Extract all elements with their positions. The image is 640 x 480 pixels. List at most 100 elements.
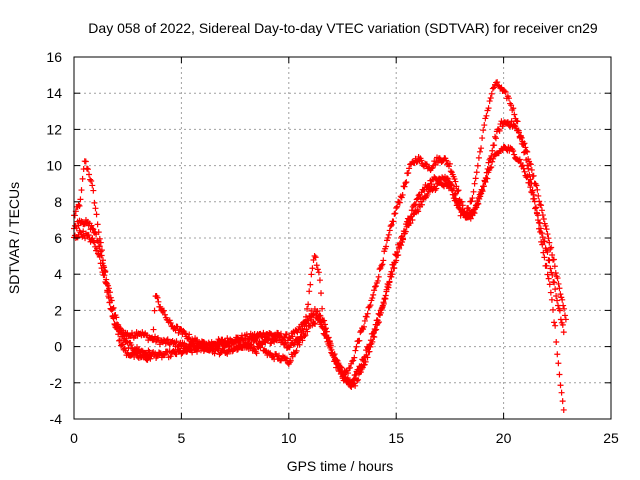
data-point [446,160,453,167]
data-point [97,239,104,246]
data-point [111,320,118,327]
data-point [152,333,159,340]
data-point [559,398,566,405]
data-point [336,366,343,373]
data-point [546,239,553,246]
data-point [538,230,545,237]
data-point [391,259,398,266]
data-point [361,361,368,368]
x-axis: 0 5 10 15 20 25 [70,57,619,446]
data-point [157,303,164,310]
data-point [484,175,491,182]
data-point [98,265,105,272]
x-axis-title: GPS time / hours [287,458,394,474]
data-point [494,79,501,86]
data-point [486,98,493,105]
data-point [549,251,556,258]
data-point [315,269,322,276]
data-point [390,218,397,225]
data-point [483,112,490,119]
data-point [519,162,526,169]
data-point [323,335,330,342]
data-point [485,159,492,166]
data-point [561,312,568,319]
data-point [511,151,518,158]
data-point [479,188,486,195]
data-point [473,169,480,176]
data-point [520,141,527,148]
data-point [372,283,379,290]
data-point [523,148,530,155]
data-point [551,319,558,326]
data-point [470,209,477,216]
data-point [105,294,112,301]
data-point [253,350,260,357]
data-point [113,324,120,331]
data-point [555,360,562,367]
data-point [375,320,382,327]
data-point [91,239,98,246]
data-point [396,244,403,251]
data-point [393,204,400,211]
data-point [545,235,552,242]
data-point [547,265,554,272]
data-point [369,295,376,302]
data-point [502,89,509,96]
data-point [424,191,431,198]
data-point [543,262,550,269]
data-point [521,168,528,175]
data-point [259,341,266,348]
data-point [345,370,352,377]
data-point [312,254,319,261]
data-point [550,306,557,313]
data-point [522,144,529,151]
data-point [166,317,173,324]
data-point [154,294,161,301]
data-point [348,360,355,367]
data-point [536,220,543,227]
data-point [350,357,357,364]
data-point [379,261,386,268]
data-point [94,221,101,228]
data-point [401,183,408,190]
data-point [544,231,551,238]
data-point [194,336,201,343]
data-point [488,164,495,171]
data-point [376,319,383,326]
data-point [399,235,406,242]
data-point [552,322,559,329]
y-tick-label: 6 [54,230,62,246]
data-point [448,186,455,193]
data-point [541,254,548,261]
data-point [552,286,559,293]
data-point [89,225,96,232]
data-point [539,234,546,241]
data-point [535,192,542,199]
data-point [407,220,414,227]
data-point [418,157,425,164]
data-point [103,279,110,286]
y-tick-label: 10 [46,158,62,174]
data-point [376,266,383,273]
data-point [559,321,566,328]
data-point [501,88,508,95]
data-point [116,337,123,344]
data-point [87,176,94,183]
data-point [557,291,564,298]
data-point [551,279,558,286]
data-point [415,208,422,215]
data-point [113,314,120,321]
data-point [309,265,316,272]
data-point [533,182,540,189]
data-point [529,189,536,196]
data-point [320,317,327,324]
data-point [79,175,86,182]
data-point [470,188,477,195]
data-point [282,339,289,346]
data-point [478,145,485,152]
data-point [97,260,104,267]
data-point [186,331,193,338]
data-point [128,329,135,336]
data-point [475,194,482,201]
data-point [119,341,126,348]
